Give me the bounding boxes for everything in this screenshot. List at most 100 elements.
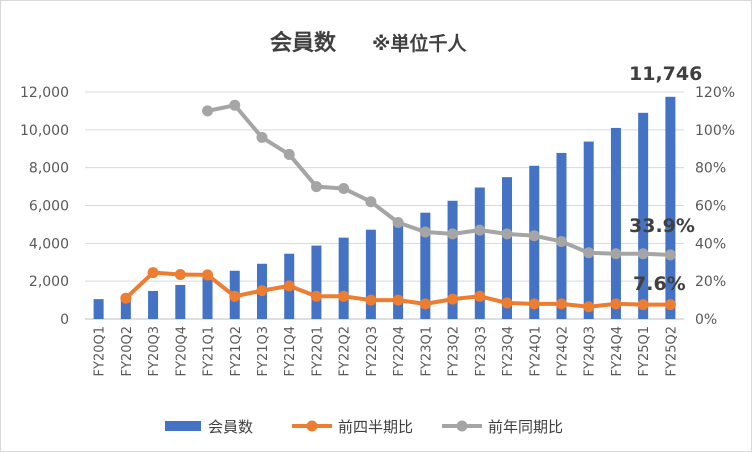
- x-tick-label: FY21Q4: [283, 326, 298, 376]
- x-tick-label: FY20Q1: [93, 326, 108, 376]
- y-right-tick-label: 60%: [695, 199, 726, 215]
- bar-members: [175, 284, 186, 319]
- legend-label-yoy: 前年同期比: [488, 418, 563, 436]
- point-yoy: [583, 247, 595, 259]
- bar-members: [665, 96, 676, 319]
- y-axis-left: 0 2,000 4,000 6,000 8,000 10,000 12,000: [20, 85, 69, 328]
- point-yoy: [555, 235, 567, 247]
- x-tick-label: FY21Q1: [202, 326, 217, 376]
- y-right-tick-label: 20%: [695, 274, 726, 290]
- legend-marker-yoy: [456, 420, 468, 432]
- point-qoq: [664, 299, 676, 311]
- point-qoq: [610, 298, 622, 310]
- x-tick-label: FY21Q3: [256, 326, 271, 376]
- data-label-yoy-last: 33.9%: [629, 215, 695, 237]
- point-qoq: [229, 290, 241, 302]
- point-qoq: [583, 301, 595, 313]
- bar-members: [610, 127, 621, 319]
- point-qoq: [365, 294, 377, 306]
- bar-members: [583, 141, 594, 319]
- bar-members: [474, 187, 485, 319]
- bar-members: [120, 296, 131, 319]
- gridlines: [85, 91, 684, 320]
- point-qoq: [501, 297, 513, 309]
- bar-members: [529, 165, 540, 319]
- point-yoy: [392, 217, 404, 229]
- bar-members: [502, 177, 513, 319]
- x-tick-label: FY24Q4: [610, 326, 625, 376]
- x-tick-label: FY25Q1: [637, 326, 652, 376]
- data-label-qoq-last: 7.6%: [633, 273, 686, 295]
- point-yoy: [256, 131, 268, 143]
- x-tick-label: FY20Q4: [174, 326, 189, 376]
- y-left-tick-label: 10,000: [20, 123, 69, 139]
- legend-marker-qoq: [306, 420, 318, 432]
- point-yoy: [447, 228, 459, 240]
- point-yoy: [419, 226, 431, 238]
- point-qoq: [338, 290, 350, 302]
- x-tick-label: FY21Q2: [229, 326, 244, 376]
- x-tick-label: FY24Q3: [583, 326, 598, 376]
- chart-subtitle: ※単位千人: [372, 32, 467, 55]
- point-yoy: [474, 224, 486, 236]
- point-yoy: [365, 196, 377, 208]
- y-right-tick-label: 80%: [695, 161, 726, 177]
- point-qoq: [147, 267, 159, 279]
- data-labels: 11,746 33.9% 7.6%: [629, 63, 702, 295]
- x-tick-label: FY22Q2: [338, 326, 353, 376]
- x-tick-label: FY24Q2: [555, 326, 570, 376]
- point-qoq: [528, 298, 540, 310]
- x-tick-label: FY22Q4: [392, 326, 407, 376]
- x-tick-label: FY20Q3: [147, 326, 162, 376]
- y-right-tick-label: 40%: [695, 236, 726, 252]
- line-yoy: [205, 103, 673, 257]
- point-qoq: [202, 269, 214, 281]
- bar-members: [93, 299, 104, 319]
- y-right-tick-label: 120%: [695, 85, 735, 101]
- point-qoq: [419, 298, 431, 310]
- point-yoy: [338, 182, 350, 194]
- bar-members: [447, 200, 458, 319]
- bar-members: [338, 237, 349, 319]
- bar-members: [148, 291, 159, 319]
- y-left-tick-label: 0: [60, 312, 69, 328]
- x-tick-label: FY23Q1: [419, 326, 434, 376]
- point-yoy: [528, 230, 540, 242]
- y-right-tick-label: 100%: [695, 123, 735, 139]
- point-yoy: [610, 248, 622, 260]
- legend-label-qoq: 前四半期比: [338, 418, 413, 436]
- y-left-tick-label: 8,000: [29, 161, 69, 177]
- x-tick-label: FY23Q2: [447, 326, 462, 376]
- y-right-tick-label: 0%: [695, 312, 717, 328]
- point-qoq: [256, 285, 268, 297]
- x-tick-label: FY23Q4: [501, 326, 516, 376]
- point-qoq: [283, 280, 295, 292]
- x-axis: FY20Q1 FY20Q2 FY20Q3 FY20Q4 FY21Q1 FY21Q2 FY21…: [93, 326, 680, 376]
- point-qoq: [120, 292, 132, 304]
- point-yoy: [310, 181, 322, 193]
- chart-title: 会員数: [270, 30, 337, 56]
- y-left-tick-label: 4,000: [29, 236, 69, 252]
- bar-members: [638, 112, 649, 319]
- y-left-tick-label: 2,000: [29, 274, 69, 290]
- bar-members: [311, 245, 322, 319]
- point-qoq: [474, 290, 486, 302]
- x-tick-label: FY22Q1: [310, 326, 325, 376]
- point-yoy: [664, 249, 676, 261]
- point-qoq: [555, 298, 567, 310]
- point-yoy: [229, 99, 241, 111]
- data-label-bar-last: 11,746: [629, 63, 702, 85]
- series-lines: [120, 99, 676, 313]
- x-tick-label: FY24Q1: [528, 326, 543, 376]
- x-tick-label: FY23Q3: [474, 326, 489, 376]
- y-axis-right: 0% 20% 40% 60% 80% 100% 120%: [695, 85, 735, 328]
- legend-swatch-members: [165, 421, 201, 431]
- point-qoq: [174, 269, 186, 281]
- y-left-tick-label: 12,000: [20, 85, 69, 101]
- y-left-tick-label: 6,000: [29, 199, 69, 215]
- point-qoq: [310, 290, 322, 302]
- point-yoy: [637, 248, 649, 260]
- point-qoq: [637, 299, 649, 311]
